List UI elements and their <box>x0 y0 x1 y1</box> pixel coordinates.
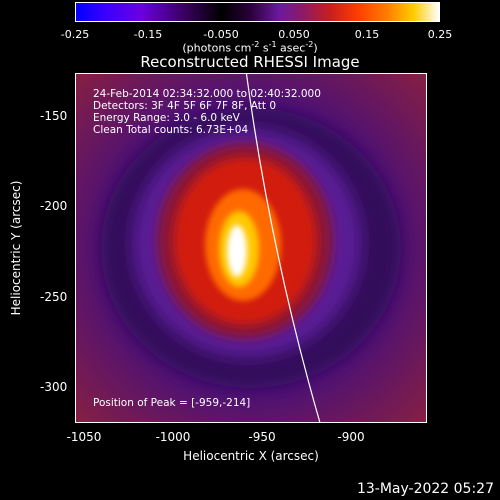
solar-image-svg <box>75 73 427 423</box>
image-title: Reconstructed RHESSI Image <box>140 53 360 71</box>
colorbar <box>75 2 440 22</box>
y-tick-label: -150 <box>40 109 68 123</box>
info-peak-position: Position of Peak = [-959,-214] <box>93 397 251 409</box>
info-total-counts: Clean Total counts: 6.73E+04 <box>93 124 249 136</box>
x-tick-label: -900 <box>337 430 365 444</box>
solar-limb <box>245 73 321 423</box>
colorbar-tick: -0.15 <box>133 28 163 41</box>
timestamp: 13-May-2022 05:27 <box>356 481 494 497</box>
peak-core <box>227 225 247 277</box>
y-tick-label: -250 <box>40 290 68 304</box>
info-energy-range: Energy Range: 3.0 - 6.0 keV <box>93 112 240 124</box>
solar-image <box>75 73 427 423</box>
y-tick-label: -300 <box>40 380 68 394</box>
colorbar-tick: 0.25 <box>427 28 453 41</box>
colorbar-tick: 0.15 <box>354 28 380 41</box>
x-axis-label: Heliocentric X (arcsec) <box>183 449 319 463</box>
info-detectors: Detectors: 3F 4F 5F 6F 7F 8F, Att 0 <box>93 100 277 112</box>
y-tick-label: -200 <box>40 199 68 213</box>
x-tick-label: -1000 <box>155 430 191 444</box>
info-time-range: 24-Feb-2014 02:34:32.000 to 02:40:32.000 <box>93 88 321 100</box>
x-tick-label: -950 <box>248 430 276 444</box>
colorbar-tick: -0.25 <box>60 28 90 41</box>
y-axis-label: Heliocentric Y (arcsec) <box>9 180 23 316</box>
colorbar-tick: 0.050 <box>278 28 310 41</box>
colorbar-tick: -0.050 <box>203 28 239 41</box>
x-tick-label: -1050 <box>66 430 102 444</box>
colorbar-units: (photons cm-2 s-1 asec-2) <box>182 40 318 55</box>
